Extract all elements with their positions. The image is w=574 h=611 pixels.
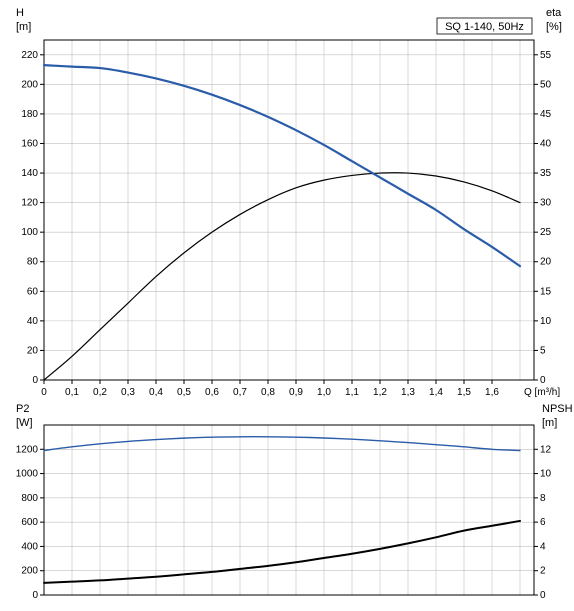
yr-label-bot: [%]: [546, 21, 562, 33]
tick-label-yl: 200: [21, 79, 38, 90]
tick-label-x: 1,0: [317, 387, 331, 398]
tick-label-yl: 40: [27, 316, 39, 327]
tick-label-yr: 10: [540, 469, 552, 480]
tick-label-yr: 2: [540, 566, 546, 577]
tick-label-yr: 5: [540, 345, 546, 356]
tick-label-yr: 40: [540, 138, 552, 149]
x-axis-unit-label: Q [m³/h]: [524, 387, 560, 398]
tick-label-yl: 120: [21, 198, 38, 209]
tick-label-yl: 1200: [16, 444, 39, 455]
tick-label-yl: 800: [21, 493, 38, 504]
tick-label-x: 0: [41, 387, 47, 398]
tick-label-x: 0,9: [289, 387, 303, 398]
tick-label-yr: 30: [540, 198, 552, 209]
tick-label-yr: 55: [540, 50, 552, 61]
tick-label-x: 1,3: [401, 387, 415, 398]
tick-label-yr: 4: [540, 541, 546, 552]
top-plot-area: [44, 40, 534, 380]
bottom-plot-area: [44, 425, 534, 595]
tick-label-x: 0,4: [149, 387, 163, 398]
tick-label-yr: 6: [540, 517, 546, 528]
tick-label-yl: 180: [21, 109, 38, 120]
yl-label-bot: [m]: [16, 21, 31, 33]
tick-label-yl: 20: [27, 345, 39, 356]
tick-label-yl: 400: [21, 541, 38, 552]
tick-label-yl: 140: [21, 168, 38, 179]
tick-label-yr: 50: [540, 79, 552, 90]
yl2-label-top: P2: [16, 403, 29, 415]
tick-label-yl: 80: [27, 257, 39, 268]
chart-svg: 0204060801001201401601802002200510152025…: [0, 0, 574, 611]
tick-label-x: 0,5: [177, 387, 191, 398]
tick-label-x: 1,6: [485, 387, 499, 398]
tick-label-x: 0,2: [93, 387, 107, 398]
tick-label-x: 1,1: [345, 387, 359, 398]
tick-label-yr: 8: [540, 493, 546, 504]
tick-label-yl: 60: [27, 286, 39, 297]
yl-label-top: H: [16, 7, 24, 19]
pump-curve-chart: { "title": "SQ 1-140, 50Hz", "title_font…: [0, 0, 574, 611]
yr2-label-bot: [m]: [542, 417, 557, 429]
tick-label-x: 0,3: [121, 387, 135, 398]
yr2-label-top: NPSH: [542, 403, 573, 415]
tick-label-x: 1,5: [457, 387, 471, 398]
tick-label-yl: 160: [21, 138, 38, 149]
tick-label-yr: 0: [540, 375, 546, 386]
yl2-label-bot: [W]: [16, 417, 33, 429]
tick-label-yl: 600: [21, 517, 38, 528]
tick-label-x: 0,6: [205, 387, 219, 398]
tick-label-yl: 0: [32, 375, 38, 386]
tick-label-x: 0,8: [261, 387, 275, 398]
tick-label-yr: 15: [540, 286, 552, 297]
yr-label-top: eta: [546, 7, 562, 19]
tick-label-yr: 10: [540, 316, 552, 327]
tick-label-yr: 35: [540, 168, 552, 179]
tick-label-yl: 1000: [16, 469, 39, 480]
chart-title: SQ 1-140, 50Hz: [445, 21, 524, 33]
tick-label-x: 0,7: [233, 387, 247, 398]
tick-label-x: 1,2: [373, 387, 387, 398]
tick-label-yl: 0: [32, 590, 38, 601]
tick-label-yl: 220: [21, 50, 38, 61]
tick-label-yl: 200: [21, 566, 38, 577]
tick-label-yr: 45: [540, 109, 552, 120]
tick-label-yr: 12: [540, 444, 552, 455]
tick-label-yr: 20: [540, 257, 552, 268]
tick-label-yr: 25: [540, 227, 552, 238]
tick-label-yl: 100: [21, 227, 38, 238]
tick-label-x: 0,1: [65, 387, 79, 398]
tick-label-x: 1,4: [429, 387, 443, 398]
tick-label-yr: 0: [540, 590, 546, 601]
